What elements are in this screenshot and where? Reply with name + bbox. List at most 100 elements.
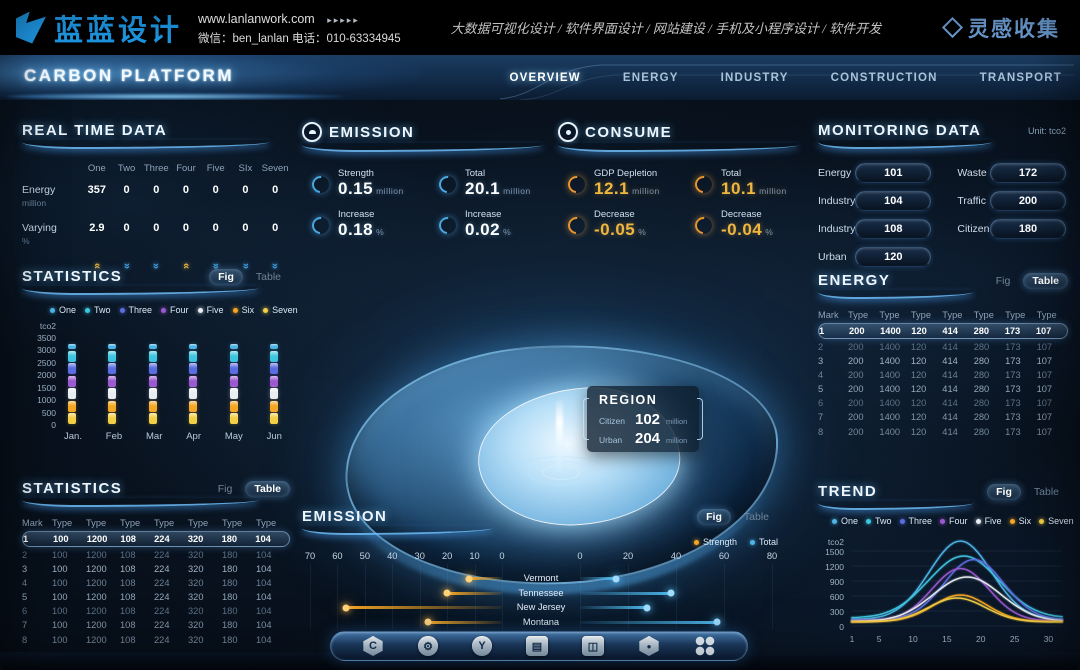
top-nav: CARBON PLATFORM OVERVIEW ENERGY INDUSTRY CO…: [0, 55, 1080, 100]
legend-item-three[interactable]: Three: [119, 305, 152, 315]
monitor-icon[interactable]: ◫: [582, 636, 604, 656]
nut-icon[interactable]: ●: [639, 636, 659, 656]
fig-toggle[interactable]: Fig: [987, 483, 1021, 500]
table-row[interactable]: 5 200 1400 120 414 280 173 107: [818, 384, 1053, 395]
legend-item-two[interactable]: Two: [85, 305, 111, 315]
legend-item-six[interactable]: Six: [232, 305, 254, 315]
energy-title: ENERGY: [818, 272, 891, 289]
monitoring-label: Citizen: [957, 223, 990, 235]
y-tick: 600: [829, 592, 844, 602]
banner-contact-line: 微信：ben_lanlan 电话：010-63334945: [198, 32, 401, 45]
table-toggle[interactable]: Table: [1033, 485, 1059, 498]
stat-label: Increase: [338, 208, 375, 220]
category-label: Montana: [522, 616, 560, 627]
trend-toggle: Fig Table: [987, 483, 1068, 500]
stat-unit: million: [759, 186, 787, 196]
table-row[interactable]: 4 100 1200 108 224 320 180 104: [22, 578, 272, 589]
rt-col-header: Five: [206, 163, 225, 174]
legend-item-five[interactable]: Five: [975, 516, 1002, 526]
left-tick: 20: [441, 551, 453, 561]
banner-contact-block: www.lanlanwork.com ▸▸▸▸▸ 微信：ben_lanlan 电…: [198, 7, 401, 48]
table-row[interactable]: 3 100 1200 108 224 320 180 104: [22, 564, 272, 575]
legend-item-three[interactable]: Three: [899, 516, 932, 526]
energy-icon[interactable]: Y: [472, 636, 492, 656]
table-row[interactable]: 6 200 1400 120 414 280 173 107: [818, 398, 1053, 409]
legend-item-total[interactable]: Total: [749, 537, 778, 547]
stat-item: Increase 0.18%: [308, 208, 415, 240]
gear-icon[interactable]: ⚙: [418, 636, 438, 656]
table-row[interactable]: 8 100 1200 108 224 320 180 104: [22, 634, 272, 645]
x-tick: Feb: [105, 431, 123, 442]
table-row[interactable]: 7 200 1400 120 414 280 173 107: [818, 412, 1053, 423]
table-row[interactable]: 5 100 1200 108 224 320 180 104: [22, 592, 272, 603]
table-row[interactable]: 8 200 1400 120 414 280 173 107: [818, 426, 1053, 437]
nav-item-energy[interactable]: ENERGY: [622, 71, 679, 84]
table-row[interactable]: 2 100 1200 108 224 320 180 104: [22, 549, 272, 560]
rt-value: 0: [242, 184, 249, 196]
trend-title: TREND: [818, 483, 878, 500]
table-row[interactable]: 4 200 1400 120 414 280 173 107: [818, 370, 1053, 381]
title-underline: [302, 526, 493, 535]
x-tick: Jan.: [64, 431, 82, 442]
legend-item-strength[interactable]: Strength: [693, 537, 737, 547]
banner-arrows-icon: ▸▸▸▸▸: [327, 14, 360, 25]
table-row[interactable]: 3 200 1400 120 414 280 173 107: [818, 356, 1053, 367]
legend-item-one[interactable]: One: [50, 305, 76, 315]
table-toggle[interactable]: Table: [255, 270, 281, 283]
stacked-bar[interactable]: [229, 342, 238, 424]
fig-toggle[interactable]: Fig: [217, 482, 233, 495]
rt-value: 0: [212, 184, 219, 196]
rt-col-header: Three: [143, 163, 169, 174]
monitoring-value-pill: 101: [855, 163, 932, 183]
table-row[interactable]: 6 100 1200 108 224 320 180 104: [22, 606, 272, 617]
table-row[interactable]: 2 200 1400 120 414 280 173 107: [818, 341, 1053, 352]
nav-item-transport[interactable]: TRANSPORT: [979, 71, 1062, 84]
emission-chart-title: EMISSION: [302, 508, 388, 525]
stacked-bar[interactable]: [189, 342, 198, 424]
legend-item-five[interactable]: Five: [197, 305, 224, 315]
energy-table-panel: ENERGY Fig Table Mark Type Type Type Type Type…: [818, 272, 1068, 439]
stacked-bar[interactable]: [68, 342, 76, 424]
rt-value: 0: [242, 222, 249, 234]
legend-item-four[interactable]: Four: [940, 516, 968, 526]
nav-item-overview[interactable]: OVERVIEW: [509, 71, 581, 84]
total-bar: [580, 577, 616, 580]
legend-item-seven[interactable]: Seven: [263, 305, 298, 315]
fig-toggle[interactable]: Fig: [697, 508, 731, 525]
fig-toggle[interactable]: Fig: [209, 268, 243, 285]
legend-item-one[interactable]: One: [832, 516, 858, 526]
stacked-bar[interactable]: [108, 342, 117, 424]
legend-item-two[interactable]: Two: [866, 516, 892, 526]
table-toggle[interactable]: Table: [743, 510, 769, 523]
trend-legend: One Two Three Four Five Six Seven: [832, 516, 1074, 526]
carbon-icon[interactable]: C: [363, 636, 383, 656]
stacked-bar[interactable]: [269, 342, 278, 424]
swirl-icon: [564, 172, 589, 197]
apps-icon[interactable]: [694, 636, 716, 656]
statistics-stacked-bar-chart: tco2 3500 3000 2500 2000 1500 1000 500 0 Jan. Feb…: [22, 321, 290, 445]
stat-unit: %: [503, 226, 512, 237]
legend-item-six[interactable]: Six: [1009, 516, 1031, 526]
table-toggle[interactable]: Table: [245, 480, 290, 497]
stat-value: 0.02%: [465, 219, 512, 239]
stat-item: Decrease -0.04%: [691, 209, 798, 240]
table-row[interactable]: 7 100 1200 108 224 320 180 104: [22, 620, 272, 631]
page-title: CARBON PLATFORM: [24, 66, 234, 85]
emission-diverging-chart: 70 60 50 40 30 20 10 0 0 20 40 60 80 Vermont Tennessee…: [302, 551, 778, 629]
stat-label: Decrease: [594, 208, 635, 220]
banner-website[interactable]: www.lanlanwork.com: [198, 11, 315, 26]
table-row[interactable]: 1 200 1400 120 414 280 173 107: [818, 323, 1068, 340]
table-toggle[interactable]: Table: [1023, 272, 1068, 289]
nav-item-construction[interactable]: CONSTRUCTION: [830, 71, 938, 84]
statistics-table-panel: STATISTICS Fig Table Mark Type Type Type Type…: [22, 480, 290, 647]
nav-item-industry[interactable]: INDUSTRY: [720, 71, 789, 84]
right-tick: 40: [670, 551, 682, 561]
fig-toggle[interactable]: Fig: [995, 274, 1011, 287]
legend-item-seven[interactable]: Seven: [1039, 516, 1074, 526]
stacked-bar[interactable]: [148, 342, 157, 424]
table-row[interactable]: 1 100 1200 108 224 320 180 104: [22, 531, 290, 548]
swirl-icon: [435, 172, 460, 197]
legend-item-four[interactable]: Four: [161, 305, 189, 315]
kiosk-icon[interactable]: ▤: [526, 636, 548, 656]
